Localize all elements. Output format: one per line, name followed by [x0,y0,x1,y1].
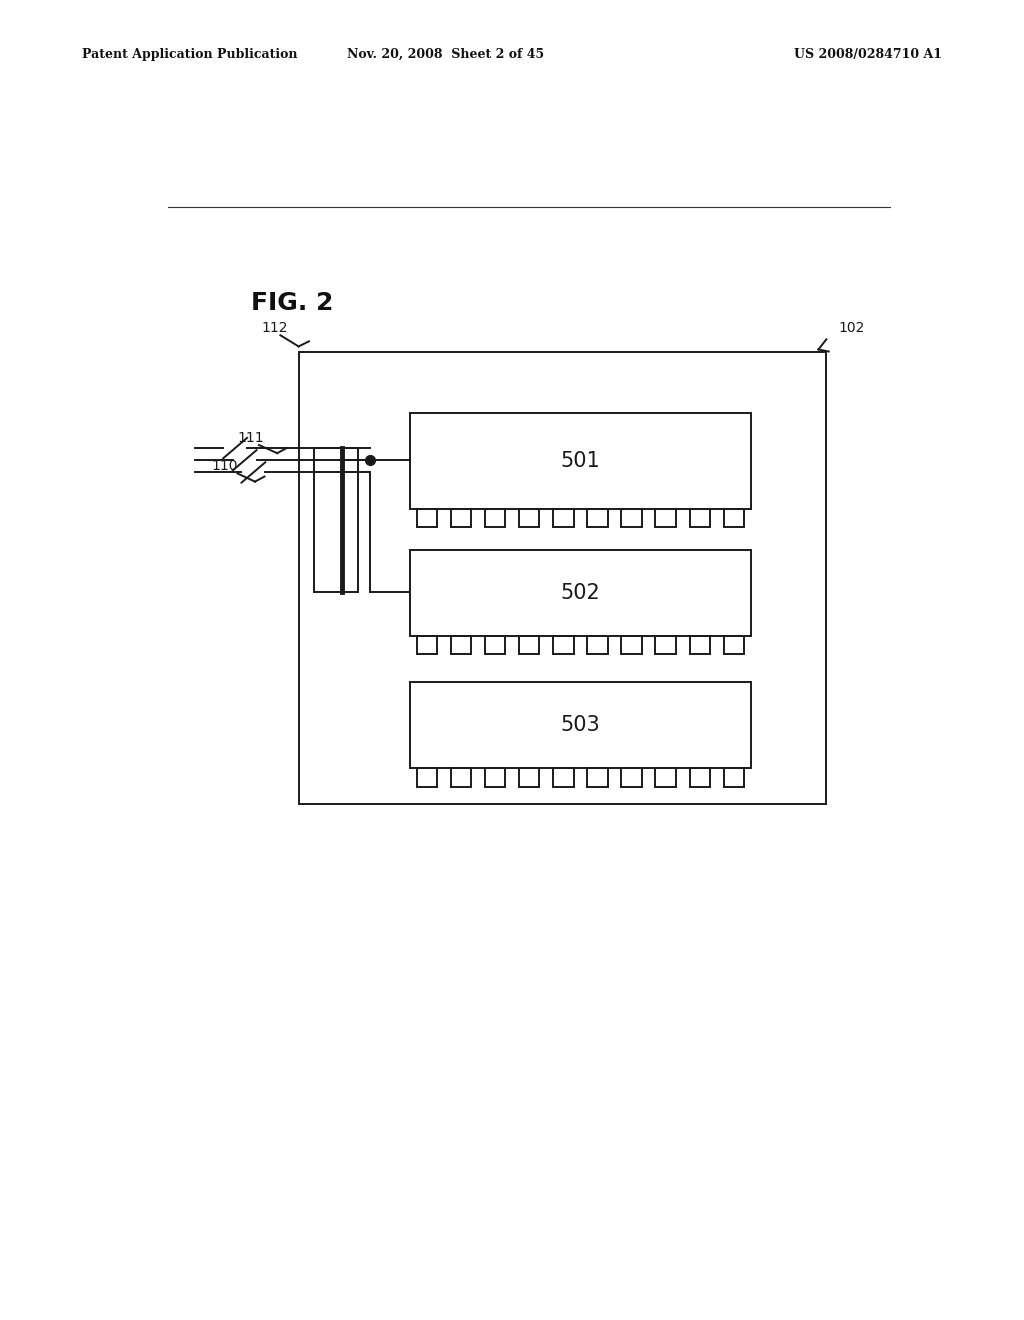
Text: 112: 112 [261,321,288,335]
Bar [484,768,505,787]
Text: 502: 502 [560,583,600,603]
Text: 102: 102 [839,321,864,335]
Bar [622,510,642,528]
Bar [451,768,471,787]
Text: FIG. 2: FIG. 2 [251,290,334,314]
Bar [484,636,505,655]
Bar [724,768,744,787]
Bar [484,510,505,528]
Text: 501: 501 [560,450,600,471]
Bar [451,636,471,655]
Bar [553,636,573,655]
Text: Nov. 20, 2008  Sheet 2 of 45: Nov. 20, 2008 Sheet 2 of 45 [347,48,544,61]
Bar [417,510,437,528]
Bar [410,682,751,768]
Bar [410,412,751,510]
Bar [410,549,751,636]
Bar [417,768,437,787]
Bar [553,768,573,787]
Bar [519,636,540,655]
Bar [299,351,826,804]
Bar [519,510,540,528]
Text: 111: 111 [238,432,264,445]
Bar [689,768,710,787]
Bar [587,636,607,655]
Bar [689,510,710,528]
Bar [655,510,676,528]
Bar [417,636,437,655]
Text: 503: 503 [560,715,600,735]
Bar [724,636,744,655]
Bar [655,636,676,655]
Bar [587,768,607,787]
Bar [724,510,744,528]
Bar [655,768,676,787]
Bar [553,510,573,528]
Text: US 2008/0284710 A1: US 2008/0284710 A1 [794,48,942,61]
Bar [622,636,642,655]
Bar [519,768,540,787]
Bar [622,768,642,787]
Text: 110: 110 [212,459,238,474]
Bar [587,510,607,528]
Text: Patent Application Publication: Patent Application Publication [82,48,297,61]
Bar [689,636,710,655]
Bar [314,447,358,593]
Bar [451,510,471,528]
